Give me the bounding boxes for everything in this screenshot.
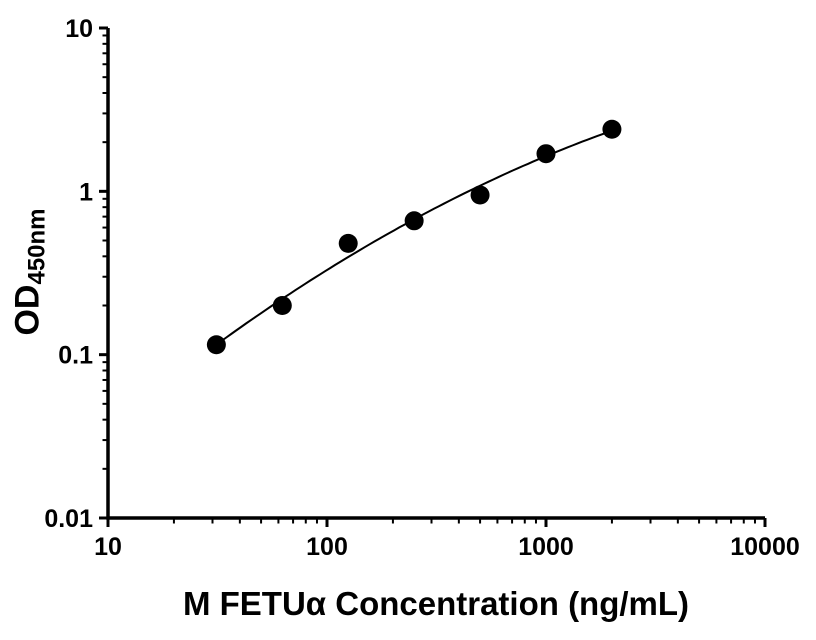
- data-point: [338, 233, 358, 253]
- y-tick-label: 0.1: [58, 342, 93, 370]
- data-point: [206, 335, 226, 355]
- data-point: [470, 185, 490, 205]
- y-axis-title-text: OD: [8, 284, 47, 336]
- y-axis-title: OD450nm: [9, 208, 52, 335]
- y-tick-label: 1: [79, 178, 93, 206]
- data-point: [536, 144, 556, 164]
- data-point: [272, 295, 292, 315]
- fit-line: [215, 129, 613, 346]
- x-axis-title: M FETUα Concentration (ng/mL): [183, 585, 689, 623]
- y-tick-label: 0.01: [44, 505, 93, 533]
- data-point: [602, 119, 622, 139]
- x-tick-label: 10000: [730, 533, 800, 561]
- y-tick-label: 10: [65, 15, 93, 43]
- x-tick-label: 1000: [518, 533, 574, 561]
- y-axis-title-subscript: 450nm: [23, 208, 51, 285]
- x-axis-title-text: M FETUα Concentration (ng/mL): [182, 585, 690, 622]
- axis-frame: [106, 28, 765, 520]
- x-tick-label: 10: [94, 533, 122, 561]
- data-point: [404, 211, 424, 231]
- x-tick-label: 100: [306, 533, 348, 561]
